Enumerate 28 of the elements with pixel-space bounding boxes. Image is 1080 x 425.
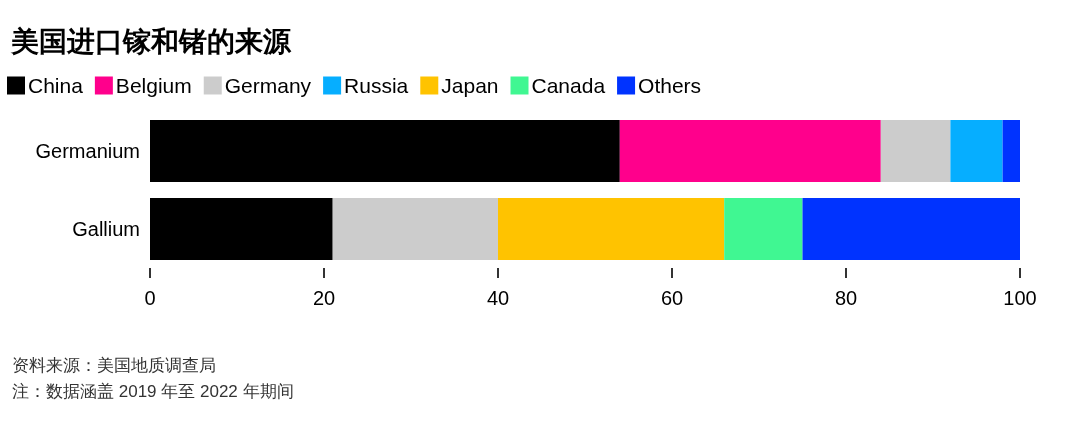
x-tick-label: 60 (660, 287, 684, 309)
bar (880, 120, 951, 182)
x-tick-label: 40 (486, 287, 510, 309)
legend-label: Russia (344, 74, 409, 97)
bar (802, 198, 1020, 260)
x-tick-label: 20 (312, 287, 336, 309)
bar (150, 120, 620, 182)
bar (619, 120, 881, 182)
legend-label: China (28, 74, 84, 97)
legend-label: Belgium (115, 74, 192, 97)
bar (1002, 120, 1020, 182)
legend-label: Japan (441, 74, 499, 97)
legend-label: Others (638, 74, 702, 97)
y-tick-label: Germanium (35, 140, 140, 162)
bar (498, 198, 725, 260)
bar (332, 198, 498, 260)
x-tick-label: 80 (834, 287, 858, 309)
bar (150, 198, 333, 260)
bar (950, 120, 1003, 182)
legend-label: Germany (224, 74, 312, 97)
bar (724, 198, 803, 260)
legend-label: Canada (531, 74, 606, 97)
x-tick-label: 100 (1003, 287, 1037, 309)
text: 注：数据涵盖 2019 年至 2022 年期间 (12, 382, 294, 401)
chart-title: 美国进口镓和锗的来源 (10, 25, 292, 57)
x-tick-label: 0 (144, 287, 156, 309)
text: 资料来源：美国地质调查局 (12, 356, 216, 375)
y-tick-label: Gallium (72, 218, 140, 240)
